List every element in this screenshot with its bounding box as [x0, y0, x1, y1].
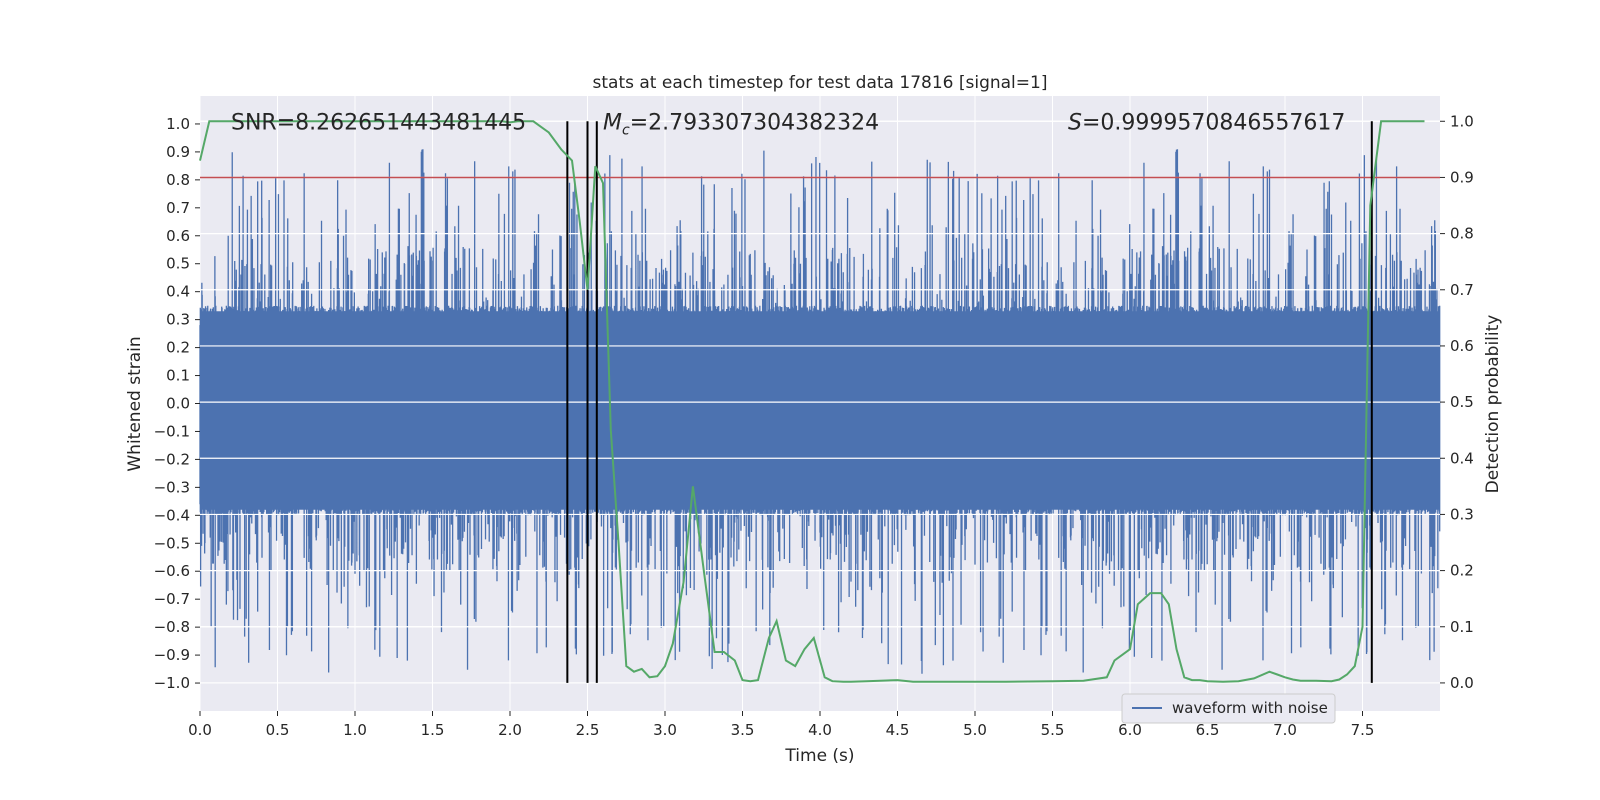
y-tick-label: −0.8 [154, 618, 190, 636]
waveform-core [200, 311, 1440, 510]
y-tick-label: −0.9 [154, 646, 190, 664]
x-tick-label: 6.5 [1196, 721, 1220, 739]
y2-axis-label: Detection probability [1483, 315, 1503, 494]
y-tick-label: 0.6 [166, 227, 190, 245]
y2-tick-label: 1.0 [1450, 112, 1474, 130]
x-tick-label: 5.5 [1041, 721, 1065, 739]
y-tick-label: −0.5 [154, 534, 190, 552]
y-tick-label: −0.3 [154, 478, 190, 496]
annotation-text: S=0.9999570846557617 [1068, 111, 1345, 136]
y2-tick-label: 0.1 [1450, 618, 1474, 636]
x-tick-label: 3.5 [731, 721, 755, 739]
y2-tick-label: 0.0 [1450, 674, 1474, 692]
x-axis: 0.0 0.5 1.0 1.5 2.0 2.5 3.0 3.5 4.0 4.5 5.0 5.5 6.0 6… [188, 711, 1374, 739]
x-axis-label: Time (s) [784, 746, 854, 766]
x-tick-label: 5.0 [963, 721, 987, 739]
y-tick-label: 0.0 [166, 395, 190, 413]
x-tick-label: 1.5 [421, 721, 445, 739]
annotations: SNR=8.262651443481445 Mc=2.79330730438232… [231, 111, 1345, 139]
y-tick-label: −1.0 [154, 674, 190, 692]
chart-title: stats at each timestep for test data 178… [593, 73, 1048, 93]
x-tick-label: 4.0 [808, 721, 832, 739]
waveform-series [199, 120, 1441, 684]
y-tick-label: 1.0 [166, 115, 190, 133]
y-tick-label: 0.4 [166, 283, 190, 301]
x-tick-label: 0.0 [188, 721, 212, 739]
x-tick-label: 7.5 [1351, 721, 1375, 739]
probability-series [199, 120, 1425, 683]
y-axis-left: 1.0 0.9 0.8 0.7 0.6 0.5 0.4 0.3 0.2 0.1 0.0 −0.1 −0.… [154, 115, 200, 692]
x-tick-label: 6.0 [1118, 721, 1142, 739]
legend: waveform with noise [1121, 693, 1336, 724]
x-tick-label: 1.0 [343, 721, 367, 739]
x-tick-label: 7.0 [1273, 721, 1297, 739]
y-axis-label: Whitened strain [125, 336, 145, 471]
y-tick-label: 0.9 [166, 143, 190, 161]
y2-tick-label: 0.4 [1450, 449, 1474, 467]
x-tick-label: 0.5 [266, 721, 290, 739]
x-tick-label: 3.0 [653, 721, 677, 739]
y-tick-label: 0.3 [166, 311, 190, 329]
probability-line [199, 120, 1425, 683]
annotation-text: SNR=8.262651443481445 [231, 111, 526, 136]
y-tick-label: 0.7 [166, 199, 190, 217]
y2-tick-label: 0.7 [1450, 281, 1474, 299]
x-tick-label: 4.5 [886, 721, 910, 739]
x-tick-label: 2.0 [498, 721, 522, 739]
y-tick-label: 0.1 [166, 367, 190, 385]
legend-box [1121, 693, 1336, 724]
legend-label: waveform with noise [1172, 699, 1328, 717]
y2-tick-label: 0.2 [1450, 562, 1474, 580]
y-tick-label: −0.1 [154, 422, 190, 440]
y-tick-label: 0.5 [166, 255, 190, 273]
y2-tick-label: 0.5 [1450, 393, 1474, 411]
y2-tick-label: 0.8 [1450, 225, 1474, 243]
y2-tick-label: 0.3 [1450, 505, 1474, 523]
y-tick-label: −0.4 [154, 506, 190, 524]
x-tick-label: 2.5 [576, 721, 600, 739]
annotation-text: Mc=2.793307304382324 [603, 111, 879, 139]
y-tick-label: −0.6 [154, 562, 190, 580]
y-tick-label: −0.2 [154, 450, 190, 468]
y-tick-label: 0.2 [166, 339, 190, 357]
y-tick-label: −0.7 [154, 590, 190, 608]
y2-tick-label: 0.9 [1450, 168, 1474, 186]
y-tick-label: 0.8 [166, 171, 190, 189]
overlay-lines [200, 121, 1440, 683]
y-axis-right: 1.0 0.9 0.8 0.7 0.6 0.5 0.4 0.3 0.2 0.1 0.0 [1440, 112, 1474, 692]
y2-tick-label: 0.6 [1450, 337, 1474, 355]
